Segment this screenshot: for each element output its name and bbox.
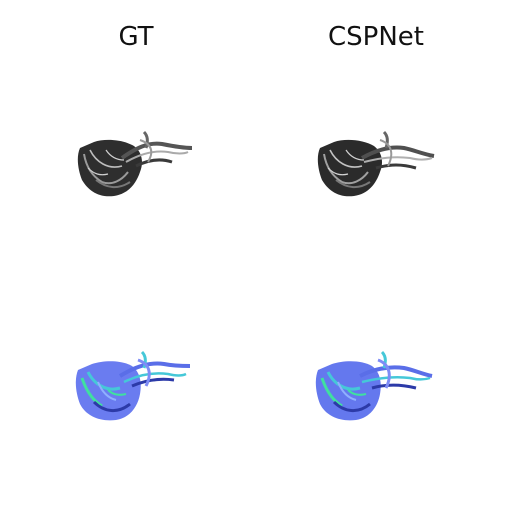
column-title-gt: GT — [118, 22, 154, 52]
tractography-grayscale-gt — [77, 130, 193, 197]
image-cspnet-grayscale — [276, 62, 476, 262]
column-title-cspnet: CSPNet — [328, 22, 424, 52]
image-gt-color — [36, 282, 236, 482]
tractography-color-gt — [75, 350, 191, 421]
tractography-color-cspnet — [315, 350, 433, 421]
image-gt-grayscale — [36, 62, 236, 262]
image-cspnet-color — [276, 282, 476, 482]
tractography-grayscale-cspnet — [317, 130, 435, 197]
